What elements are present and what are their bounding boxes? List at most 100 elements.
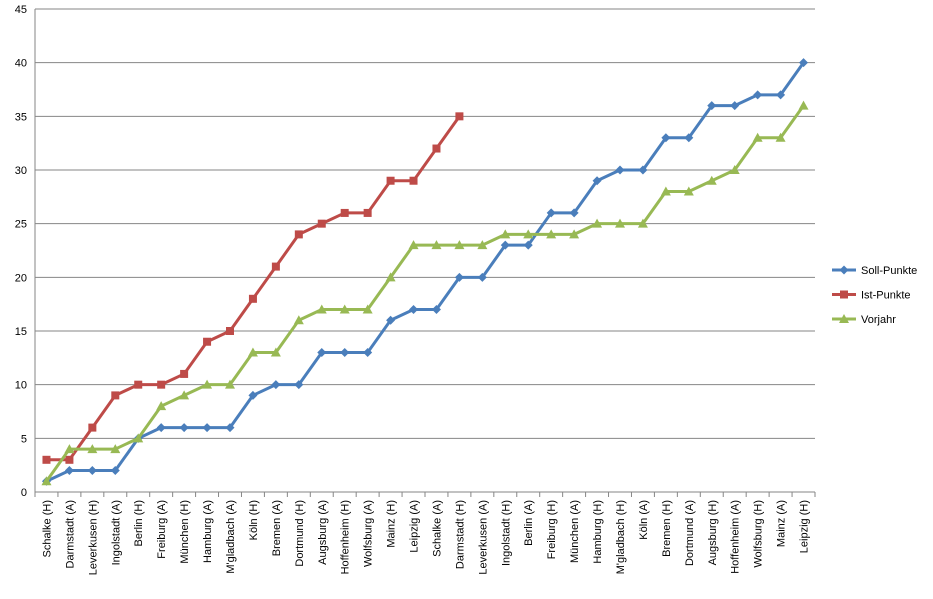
point — [64, 444, 75, 454]
point — [64, 466, 74, 476]
y-tick-label: 10 — [15, 380, 27, 392]
point — [133, 433, 144, 443]
x-tick-label: Berlin (H) — [133, 500, 145, 546]
point — [409, 305, 419, 315]
point — [661, 133, 671, 143]
x-tick-label: Darmstadt (A) — [64, 500, 76, 568]
point — [42, 455, 51, 464]
y-tick-label: 0 — [21, 487, 27, 499]
point — [65, 455, 74, 464]
point — [247, 347, 258, 357]
y-tick-label: 40 — [15, 58, 27, 70]
point — [730, 101, 740, 111]
point — [638, 165, 648, 175]
x-tick-label: Darmstadt (H) — [454, 500, 466, 569]
point — [454, 272, 464, 282]
point — [798, 100, 809, 110]
point — [660, 186, 671, 196]
point — [156, 423, 166, 433]
point — [455, 112, 464, 121]
y-tick-label: 5 — [21, 433, 27, 445]
point — [409, 176, 418, 185]
point — [432, 144, 441, 153]
point — [134, 380, 143, 389]
point — [408, 240, 419, 250]
point — [569, 208, 579, 218]
y-tick-label: 35 — [15, 111, 27, 123]
point — [592, 218, 603, 228]
point — [775, 132, 786, 142]
series-line — [45, 104, 805, 483]
legend-marker — [839, 314, 849, 323]
point — [294, 230, 303, 239]
point — [477, 240, 488, 250]
x-tick-label: Hamburg (A) — [202, 500, 214, 563]
point — [271, 262, 280, 271]
point — [546, 229, 557, 239]
point — [339, 304, 350, 314]
point — [500, 240, 510, 250]
point — [592, 176, 602, 186]
series-line — [46, 115, 461, 462]
point — [752, 132, 763, 142]
point — [500, 229, 511, 239]
point — [385, 272, 396, 282]
x-tick-label: Leipzig (A) — [409, 500, 421, 553]
point — [454, 240, 465, 250]
point — [316, 304, 327, 314]
x-tick-label: M'gladbach (H) — [615, 500, 627, 574]
x-tick-label: Leverkusen (A) — [477, 500, 489, 575]
legend-label: Vorjahr — [861, 314, 896, 326]
x-tick-label: Dortmund (A) — [684, 500, 696, 566]
point — [362, 304, 373, 314]
x-tick-label: Hamburg (H) — [592, 500, 604, 564]
legend-marker — [840, 290, 848, 299]
x-tick-label: Leipzig (H) — [799, 500, 811, 553]
point — [179, 423, 189, 433]
x-tick-label: Hoffenheim (A) — [730, 500, 742, 574]
x-tick-label: München (H) — [179, 500, 191, 564]
point — [110, 444, 121, 454]
point — [340, 208, 349, 217]
point — [706, 175, 717, 185]
point — [179, 390, 190, 400]
y-tick-label: 30 — [15, 165, 27, 177]
y-tick-label: 25 — [15, 219, 27, 231]
legend-label: Soll-Punkte — [861, 265, 917, 277]
x-tick-label: Bremen (A) — [271, 500, 283, 556]
x-tick-label: Leverkusen (H) — [87, 500, 99, 575]
point — [363, 347, 373, 357]
point — [569, 229, 580, 239]
point — [87, 466, 97, 476]
point — [431, 305, 441, 315]
x-tick-label: Mainz (A) — [776, 500, 788, 547]
point — [202, 379, 213, 389]
point — [226, 327, 234, 335]
point — [477, 272, 487, 282]
point — [317, 347, 327, 357]
x-tick-label: Wolfsburg (H) — [753, 500, 765, 568]
point — [248, 390, 258, 400]
point — [431, 240, 442, 250]
point — [271, 380, 281, 390]
point — [340, 347, 350, 357]
x-tick-label: Freiburg (H) — [546, 500, 558, 559]
point — [615, 218, 625, 228]
x-tick-label: Köln (H) — [248, 500, 260, 540]
y-tick-label: 20 — [15, 272, 27, 284]
point — [799, 58, 809, 68]
y-tick-label: 15 — [15, 326, 27, 338]
point — [523, 240, 533, 250]
point — [88, 423, 97, 432]
point — [203, 337, 212, 346]
point — [615, 165, 625, 175]
point — [683, 186, 694, 196]
x-tick-label: Freiburg (A) — [156, 500, 168, 559]
point — [386, 176, 395, 185]
x-tick-label: M'gladbach (A) — [225, 500, 237, 574]
y-tick-label: 45 — [15, 4, 27, 16]
point — [294, 380, 304, 390]
point — [180, 369, 189, 378]
x-tick-label: München (A) — [569, 500, 581, 563]
